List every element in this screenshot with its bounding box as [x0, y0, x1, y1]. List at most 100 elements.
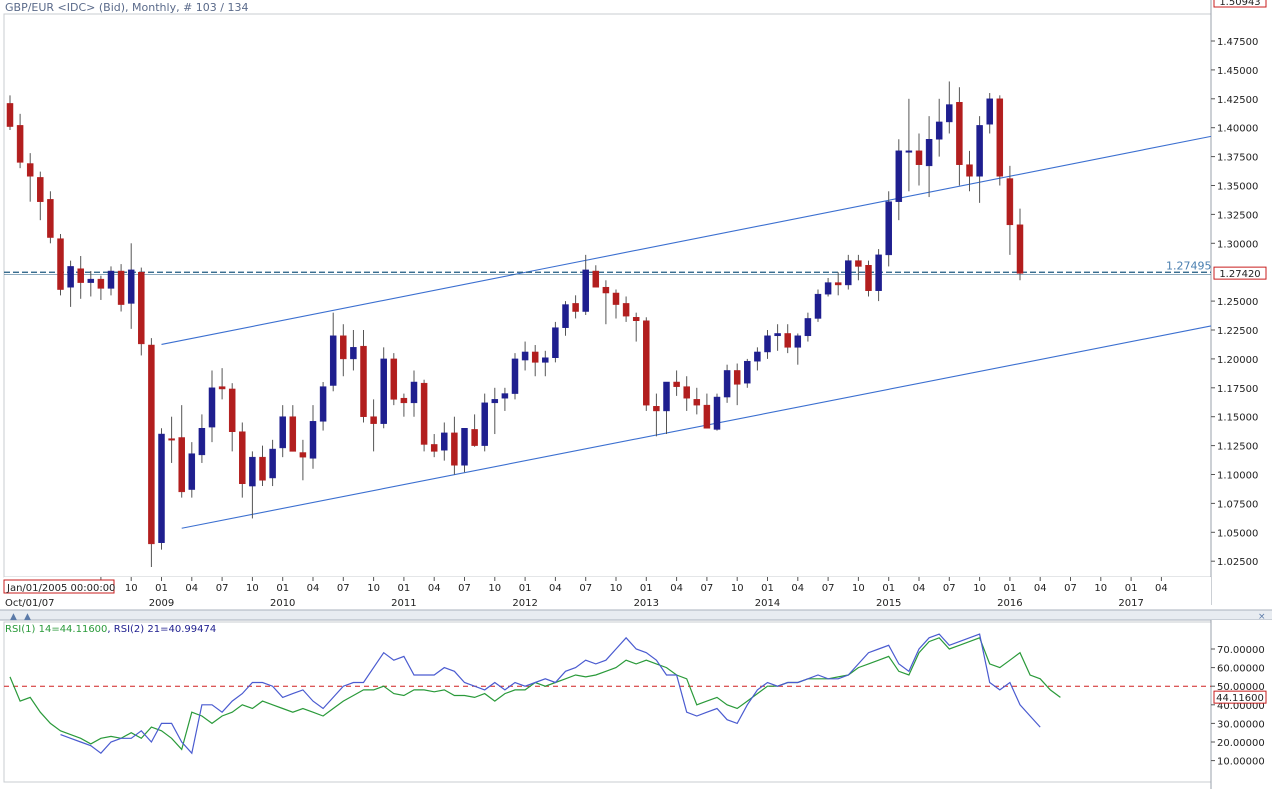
candle-bull — [925, 139, 933, 167]
candle-bull — [410, 381, 418, 404]
price-tick-label: 1.45000 — [1217, 66, 1258, 77]
candle-bear — [733, 370, 741, 385]
time-tick-label: 07 — [579, 583, 592, 594]
time-tick-label: 10 — [246, 583, 259, 594]
crosshair-time-label: Jan/01/2005 00:00:00 — [6, 583, 115, 594]
price-tick-label: 1.10000 — [1217, 471, 1258, 482]
price-tick-label: 1.02500 — [1217, 557, 1258, 568]
candle-bear — [784, 333, 791, 348]
trend-channel[interactable] — [161, 135, 1212, 529]
candle-bull — [986, 98, 993, 125]
candle-bear — [643, 320, 650, 406]
candle-bull — [127, 269, 135, 304]
price-tick-label: 1.35000 — [1217, 182, 1258, 193]
expand-up-icon[interactable]: ▲ — [10, 612, 17, 622]
rsi1-line — [60, 633, 1041, 755]
candle-bull — [441, 432, 448, 451]
time-tick-label: 01 — [398, 583, 411, 594]
rsi-tick-label: 70.00000 — [1217, 645, 1265, 656]
candle-bear — [855, 260, 862, 267]
rsi1-legend: RSI(1) 14=44.11600 — [5, 624, 107, 635]
candle-bull — [895, 150, 903, 202]
price-pane[interactable] — [3, 13, 1212, 578]
close-pane-icon[interactable]: × — [1258, 612, 1266, 622]
candle-bear — [400, 397, 408, 404]
candle-bear — [148, 344, 155, 545]
candles — [6, 81, 1024, 567]
candle-bear — [673, 381, 680, 387]
candle-bear — [834, 282, 842, 286]
candle-bear — [57, 238, 64, 290]
candle-bull — [754, 351, 761, 362]
candle-bear — [572, 303, 579, 312]
price-axis — [1211, 0, 1272, 605]
candle-bear — [622, 303, 630, 317]
trendline-upper — [161, 135, 1212, 345]
time-tick-label: 07 — [943, 583, 956, 594]
price-tick-label: 1.30000 — [1217, 239, 1258, 250]
candle-bear — [37, 177, 44, 202]
candle-bull — [329, 335, 337, 386]
candle-bear — [865, 265, 872, 291]
rsi-lines — [4, 633, 1211, 755]
candle-bull — [562, 304, 569, 328]
year-label: 2014 — [755, 598, 780, 609]
rsi-y-ticks: 70.00000 60.00000 50.00000 40.00000 30.00000… — [1211, 645, 1265, 768]
candle-bull — [723, 370, 731, 398]
candle-bear — [966, 164, 973, 177]
candle-bear — [1016, 224, 1024, 274]
time-tick-label: 10 — [610, 583, 623, 594]
candle-bear — [420, 382, 428, 445]
time-axis-labels: 07 10 01 04 07 10 01 04 07 10 01 04 07 10 01 04 07 10 01 04… — [95, 577, 1168, 609]
candle-bear — [370, 416, 377, 424]
candle-bull — [875, 254, 882, 291]
rsi-tick-label: 40.00000 — [1217, 701, 1265, 712]
candle-bear — [956, 102, 963, 165]
candle-bull — [976, 125, 983, 177]
time-tick-label: 01 — [519, 583, 532, 594]
horizontal-line[interactable] — [4, 271, 1211, 275]
time-tick-label: 01 — [276, 583, 289, 594]
candle-bear — [340, 335, 347, 360]
candle-bull — [158, 433, 165, 543]
candle-bear — [97, 278, 105, 289]
price-tick-label: 1.47500 — [1217, 37, 1258, 48]
price-tick-label: 1.40000 — [1217, 124, 1258, 135]
candle-bull — [552, 327, 559, 358]
candle-bear — [683, 386, 690, 399]
pane-splitter[interactable] — [0, 610, 1272, 620]
year-label: 2015 — [876, 598, 901, 609]
price-y-ticks: 1.47500 1.45000 1.42500 1.40000 1.37500 1.350… — [1211, 37, 1258, 568]
current-price-box — [1213, 266, 1267, 280]
candle-bull — [814, 293, 822, 319]
candle-bull — [521, 351, 529, 361]
rsi-tick-label: 60.00000 — [1217, 664, 1265, 675]
time-tick-label: 07 — [822, 583, 835, 594]
time-tick-label: 04 — [185, 583, 198, 594]
candle-bear — [228, 388, 236, 432]
candle-bull — [804, 318, 812, 337]
rsi-tick-label: 10.00000 — [1217, 757, 1265, 768]
time-tick-label: 07 — [701, 583, 714, 594]
time-tick-label: 04 — [1034, 583, 1047, 594]
collapse-down-icon[interactable]: ▲ — [24, 612, 31, 622]
price-tick-label: 1.20000 — [1217, 355, 1258, 366]
time-tick-label: 07 — [1064, 583, 1077, 594]
candle-bull — [824, 282, 832, 295]
year-label: 2012 — [512, 598, 537, 609]
candle-bear — [653, 406, 660, 412]
candle-bull — [67, 266, 74, 288]
candle-bull — [481, 402, 488, 446]
candle-bull — [764, 335, 771, 353]
rsi-pane[interactable] — [3, 621, 1212, 783]
candle-bull — [208, 387, 216, 428]
candle-bear — [77, 268, 84, 283]
candle-bull — [87, 278, 95, 283]
candle-bear — [218, 386, 226, 390]
year-label: 2017 — [1118, 598, 1143, 609]
time-tick-label: 01 — [640, 583, 653, 594]
candle-bull — [491, 399, 499, 404]
time-tick-label: 04 — [791, 583, 804, 594]
